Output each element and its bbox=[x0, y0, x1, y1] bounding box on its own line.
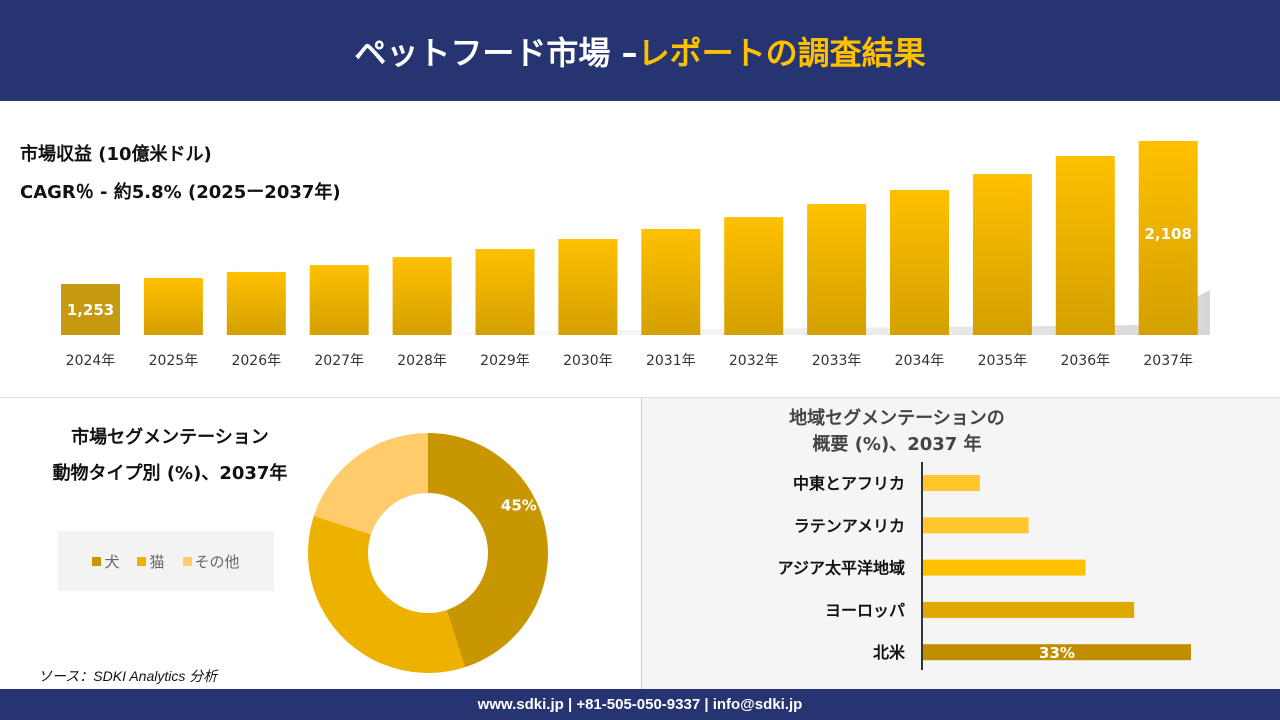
region-label: ヨーロッパ bbox=[825, 601, 905, 620]
bar-2036年 bbox=[1055, 156, 1115, 335]
region-title-2: 概要 (%)、2037 年 bbox=[812, 434, 982, 455]
title-main: ペットフード市場 – bbox=[354, 33, 638, 72]
x-tick-label: 2028年 bbox=[397, 353, 447, 369]
data-label: 2,108 bbox=[1144, 225, 1191, 243]
x-tick-label: 2034年 bbox=[895, 353, 945, 369]
legend-label: その他 bbox=[194, 552, 240, 571]
region-label: 中東とアフリカ bbox=[793, 474, 905, 493]
region-bar-中東とアフリカ bbox=[923, 475, 980, 491]
legend-item: その他 bbox=[182, 551, 240, 572]
x-tick-label: 2029年 bbox=[480, 353, 530, 369]
x-tick-label: 2025年 bbox=[149, 353, 199, 369]
region-bar-北米 bbox=[923, 644, 1191, 661]
x-tick-label: 2031年 bbox=[646, 353, 696, 369]
region-title-1: 地域セグメンテーションの bbox=[789, 408, 1005, 429]
legend-swatch bbox=[92, 556, 102, 566]
region-label: アジア太平洋地域 bbox=[778, 559, 905, 578]
cagr-text: CAGR％ - 約5.8% (2025ー2037年) bbox=[20, 182, 341, 203]
x-tick-label: 2032年 bbox=[729, 353, 779, 369]
bar-2028年 bbox=[392, 257, 452, 335]
donut-legend: 犬 猫 その他 bbox=[58, 531, 274, 591]
bar-2034年 bbox=[890, 190, 949, 335]
data-label: 1,253 bbox=[67, 301, 114, 319]
bar-2030年 bbox=[558, 239, 618, 335]
divider bbox=[0, 397, 1280, 398]
legend-swatch bbox=[182, 556, 192, 566]
legend-item: 猫 bbox=[137, 551, 165, 572]
bar-2035年 bbox=[972, 174, 1032, 335]
bar-2032年 bbox=[724, 217, 784, 335]
x-tick-label: 2024年 bbox=[66, 353, 116, 369]
bar-2025年 bbox=[143, 277, 203, 335]
animal-donut-chart: 45% bbox=[308, 433, 548, 673]
donut-slice-犬 bbox=[428, 433, 548, 668]
bar-2037年 bbox=[1138, 141, 1198, 335]
region-panel: 地域セグメンテーションの 概要 (%)、2037 年 中東とアフリカ ラテンアメリ… bbox=[641, 398, 1280, 689]
region-label: ラテンアメリカ bbox=[794, 516, 905, 535]
revenue-title: 市場収益 (10億米ドル) bbox=[20, 144, 212, 165]
donut-data-label: 45% bbox=[501, 497, 537, 515]
legend-label: 猫 bbox=[149, 552, 165, 571]
region-bar-ヨーロッパ bbox=[923, 601, 1135, 618]
legend-swatch bbox=[137, 556, 147, 566]
bar-2031年 bbox=[641, 228, 701, 335]
legend-item: 犬 bbox=[92, 551, 119, 572]
donut-slice-猫 bbox=[308, 515, 466, 673]
bar-2029年 bbox=[475, 249, 535, 335]
x-tick-label: 2026年 bbox=[231, 353, 281, 369]
bar-2027年 bbox=[309, 265, 369, 335]
x-tick-label: 2037年 bbox=[1143, 353, 1193, 369]
region-label: 北米 bbox=[873, 643, 906, 662]
region-bar-ラテンアメリカ bbox=[923, 517, 1029, 534]
region-data-label: 33% bbox=[1039, 644, 1075, 662]
header-banner: ペットフード市場 – レポートの調査結果 bbox=[0, 0, 1280, 101]
footer-contact: www.sdki.jp | +81-505-050-9337 | info@sd… bbox=[0, 689, 1280, 720]
bar-2024年 bbox=[61, 284, 120, 335]
source-note: ソース：SDKI Analytics 分析 bbox=[38, 668, 218, 684]
bar-2026年 bbox=[226, 271, 286, 335]
x-tick-label: 2027年 bbox=[314, 353, 364, 369]
bar-2033年 bbox=[807, 204, 867, 335]
title-accent: レポートの調査結果 bbox=[637, 33, 926, 72]
x-tick-label: 2035年 bbox=[978, 353, 1028, 369]
x-tick-label: 2033年 bbox=[812, 353, 862, 369]
region-bar-アジア太平洋地域 bbox=[923, 559, 1086, 576]
x-tick-label: 2036年 bbox=[1060, 353, 1110, 369]
x-tick-label: 2030年 bbox=[563, 353, 613, 369]
legend-label: 犬 bbox=[104, 552, 120, 571]
animal-title-2: 動物タイプ別 (%)、2037年 bbox=[52, 463, 288, 484]
donut-slice-その他 bbox=[313, 433, 428, 535]
revenue-bar-chart: 2024年 1,253 2025年 2026年 2027年 2028年 2029年 2030年… bbox=[61, 141, 1210, 369]
animal-title-1: 市場セグメンテーション bbox=[71, 427, 269, 448]
